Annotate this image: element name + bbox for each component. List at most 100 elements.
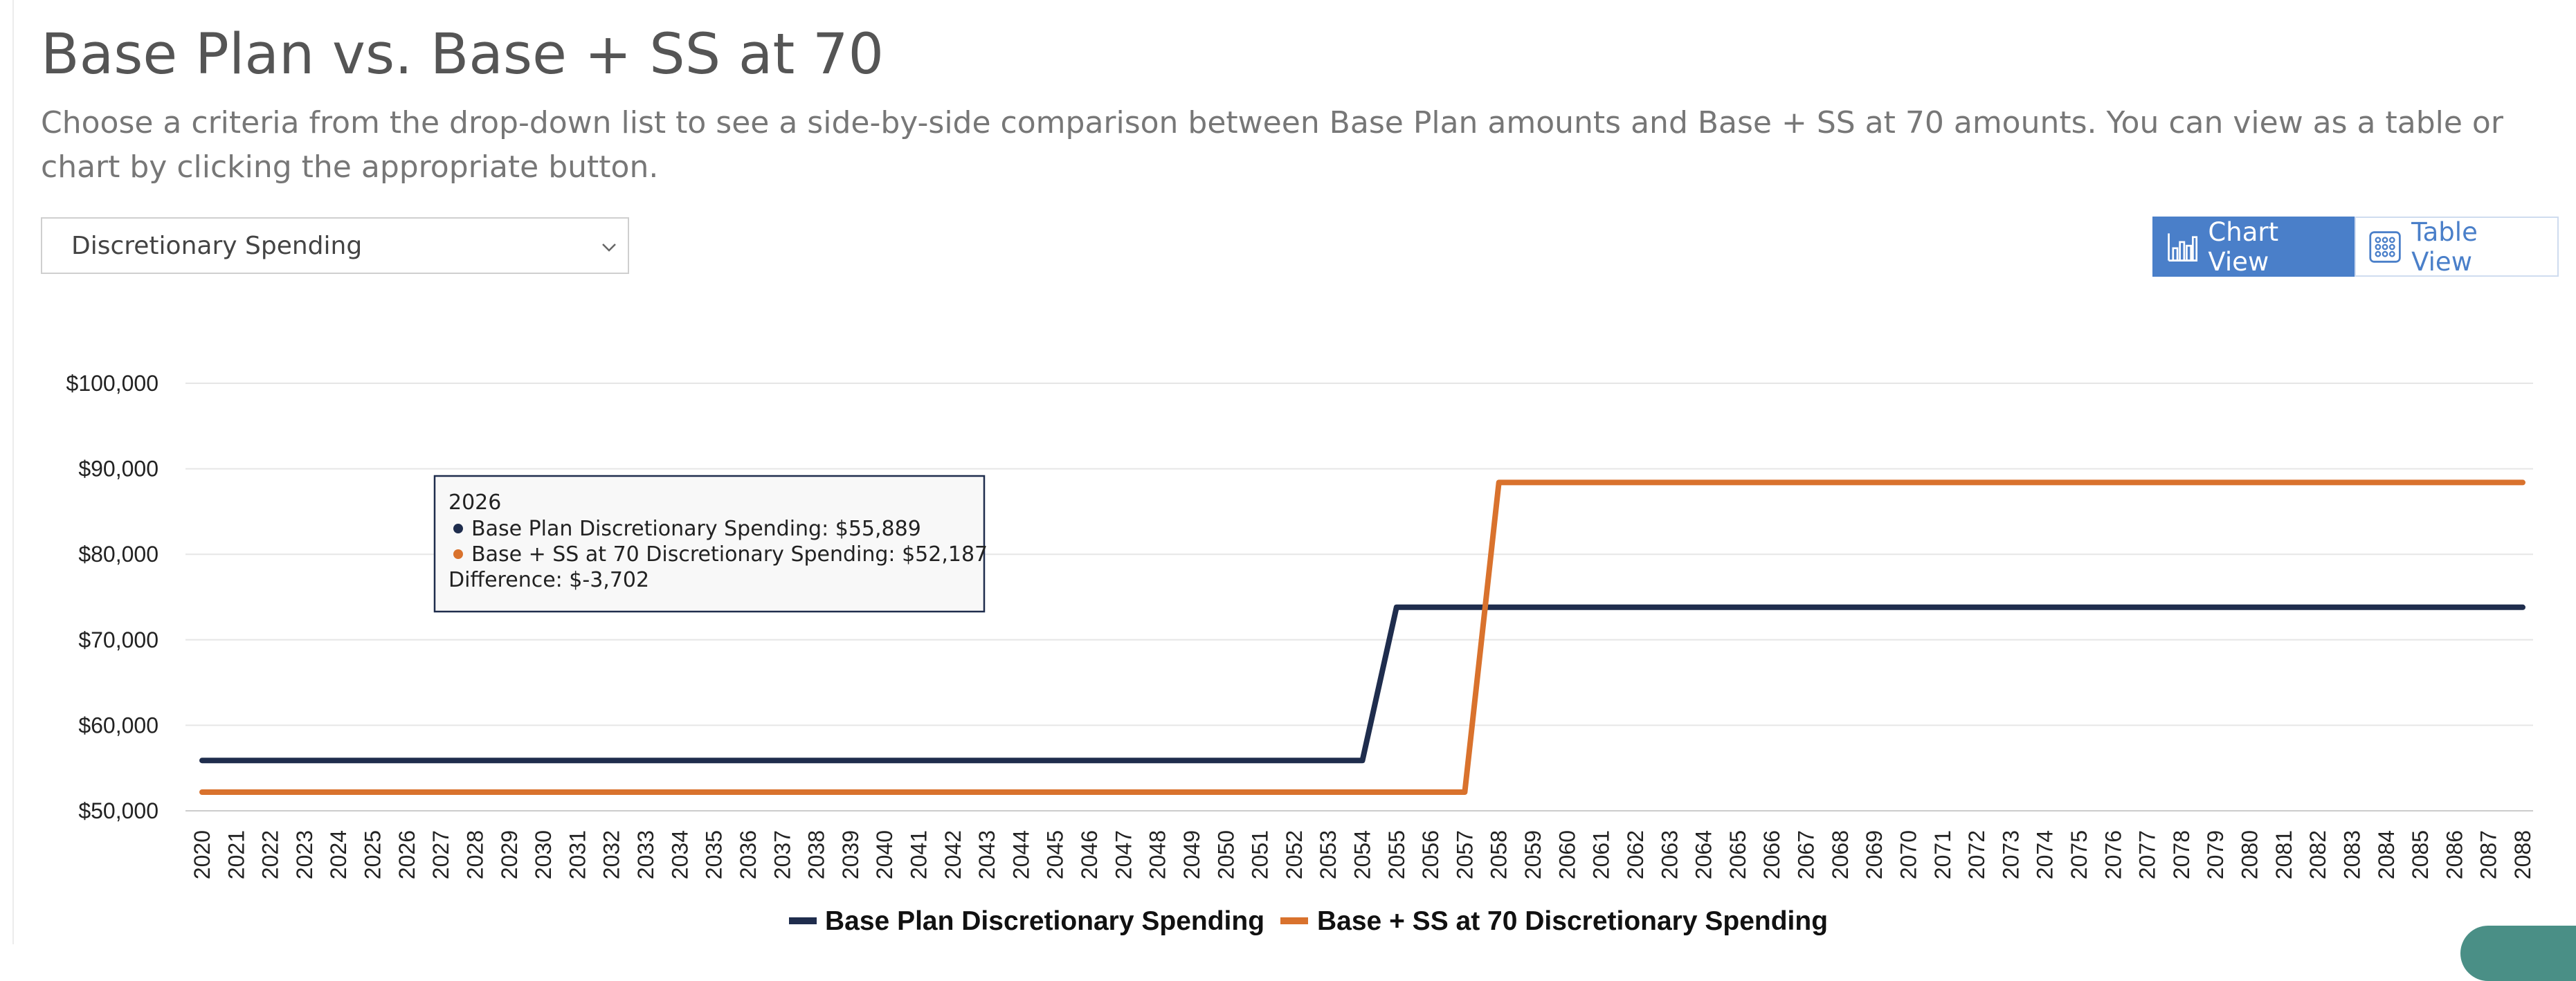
x-tick-label: 2049: [1179, 830, 1204, 879]
series-line-base-plan[interactable]: [199, 604, 2525, 764]
tooltip-base-line: Base Plan Discretionary Spending: $55,88…: [471, 517, 921, 541]
y-tick-label: $80,000: [78, 542, 158, 567]
page-description: Choose a criteria from the drop-down lis…: [41, 105, 2503, 185]
x-tick-label: 2078: [2169, 830, 2194, 879]
x-tick-label: 2087: [2476, 830, 2501, 879]
x-tick-label: 2057: [1452, 830, 1477, 879]
x-tick-label: 2035: [702, 830, 727, 879]
x-tick-label: 2020: [190, 830, 215, 879]
bar-chart-icon: [2168, 232, 2198, 262]
x-tick-label: 2041: [906, 830, 931, 879]
x-tick-label: 2055: [1384, 830, 1409, 879]
x-tick-label: 2058: [1487, 830, 1512, 879]
y-tick-label: $50,000: [78, 798, 158, 823]
x-tick-label: 2025: [361, 830, 386, 879]
x-tick-label: 2033: [633, 830, 658, 879]
x-tick-label: 2034: [667, 830, 692, 879]
tooltip-difference: Difference: $-3,702: [448, 568, 649, 592]
x-tick-label: 2028: [462, 830, 487, 879]
legend-item-base-plan[interactable]: Base Plan Discretionary Spending: [789, 906, 1264, 936]
x-tick-label: 2027: [428, 830, 453, 879]
x-tick-label: 2043: [974, 830, 999, 879]
x-tick-label: 2056: [1418, 830, 1443, 879]
chart-view-button[interactable]: Chart View: [2152, 217, 2355, 277]
x-tick-label: 2062: [1623, 830, 1648, 879]
legend-item-ss70[interactable]: Base + SS at 70 Discretionary Spending: [1280, 906, 1828, 936]
criteria-dropdown[interactable]: Discretionary Spending: [41, 217, 629, 274]
x-tick-label: 2046: [1077, 830, 1102, 879]
x-tick-label: 2036: [736, 830, 761, 879]
x-tick-label: 2069: [1862, 830, 1887, 879]
x-tick-label: 2080: [2238, 830, 2262, 879]
x-tick-label: 2026: [394, 830, 419, 879]
x-tick-label: 2050: [1213, 830, 1238, 879]
x-tick-label: 2047: [1111, 830, 1136, 879]
x-tick-label: 2071: [1930, 830, 1955, 879]
x-tick-label: 2051: [1248, 830, 1273, 879]
x-tick-label: 2068: [1828, 830, 1853, 879]
x-tick-label: 2075: [2067, 830, 2092, 879]
x-tick-label: 2040: [872, 830, 897, 879]
tooltip-box: [433, 475, 986, 613]
chart-tooltip: 2026 Base Plan Discretionary Spending: $…: [433, 475, 988, 613]
x-tick-label: 2086: [2442, 830, 2467, 879]
chart-gridlines: [185, 383, 2533, 812]
help-chat-button[interactable]: [2460, 926, 2576, 981]
x-tick-label: 2053: [1316, 830, 1341, 879]
tooltip-year: 2026: [448, 490, 501, 515]
series-line-ss70[interactable]: [199, 479, 2525, 795]
x-tick-label: 2076: [2101, 830, 2125, 879]
x-tick-label: 2023: [292, 830, 317, 879]
x-tick-label: 2064: [1691, 830, 1716, 879]
x-tick-label: 2052: [1282, 830, 1307, 879]
x-tick-label: 2059: [1521, 830, 1545, 879]
x-tick-label: 2032: [599, 830, 624, 879]
x-tick-label: 2065: [1725, 830, 1750, 879]
tooltip-ss70-line: Base + SS at 70 Discretionary Spending: …: [471, 542, 988, 567]
x-tick-label: 2081: [2271, 830, 2296, 879]
x-tick-label: 2024: [326, 830, 351, 879]
x-tick-label: 2083: [2339, 830, 2364, 879]
y-axis-labels: $50,000 $60,000 $70,000 $80,000 $90,000 $100,…: [66, 371, 158, 823]
x-tick-label: 2074: [2033, 830, 2058, 879]
x-axis-labels: 2020 2021 2022 2023 2024 2025 2026 2027 2028 2029…: [190, 830, 2535, 879]
tooltip-base-marker: [453, 524, 463, 533]
legend-label-ss70: Base + SS at 70 Discretionary Spending: [1317, 906, 1828, 936]
x-tick-label: 2060: [1554, 830, 1579, 879]
tooltip-ss70-marker: [453, 549, 463, 559]
table-grid-icon: [2369, 230, 2401, 263]
x-tick-label: 2084: [2374, 830, 2399, 879]
table-view-label: Table View: [2411, 217, 2478, 277]
x-tick-label: 2048: [1145, 830, 1170, 879]
x-tick-label: 2031: [565, 830, 590, 879]
y-tick-label: $70,000: [78, 627, 158, 652]
view-toggle: Chart View Table View: [2152, 217, 2559, 277]
x-tick-label: 2044: [1008, 830, 1033, 879]
legend-label-base-plan: Base Plan Discretionary Spending: [825, 906, 1264, 936]
x-tick-label: 2039: [838, 830, 863, 879]
x-tick-label: 2042: [941, 830, 965, 879]
x-tick-label: 2067: [1794, 830, 1819, 879]
x-tick-label: 2029: [497, 830, 522, 879]
x-tick-label: 2045: [1043, 830, 1068, 879]
x-tick-label: 2038: [804, 830, 829, 879]
x-tick-label: 2061: [1589, 830, 1614, 879]
x-tick-label: 2082: [2305, 830, 2330, 879]
y-tick-label: $60,000: [78, 713, 158, 737]
x-tick-label: 2085: [2408, 830, 2433, 879]
chevron-down-icon: [602, 244, 616, 252]
x-tick-label: 2070: [1896, 830, 1921, 879]
chart-legend: Base Plan Discretionary Spending Base + …: [789, 906, 1828, 936]
y-tick-label: $100,000: [66, 371, 158, 396]
x-tick-label: 2077: [2135, 830, 2160, 879]
x-tick-label: 2037: [770, 830, 795, 879]
x-tick-label: 2066: [1759, 830, 1784, 879]
x-tick-label: 2073: [1998, 830, 2023, 879]
x-tick-label: 2072: [1964, 830, 1989, 879]
chart-view-label: Chart View: [2208, 217, 2279, 277]
x-tick-label: 2063: [1657, 830, 1682, 879]
table-view-button[interactable]: Table View: [2355, 217, 2559, 277]
x-tick-label: 2021: [224, 830, 248, 879]
x-tick-label: 2054: [1350, 830, 1375, 879]
page-left-border: [12, 0, 14, 944]
